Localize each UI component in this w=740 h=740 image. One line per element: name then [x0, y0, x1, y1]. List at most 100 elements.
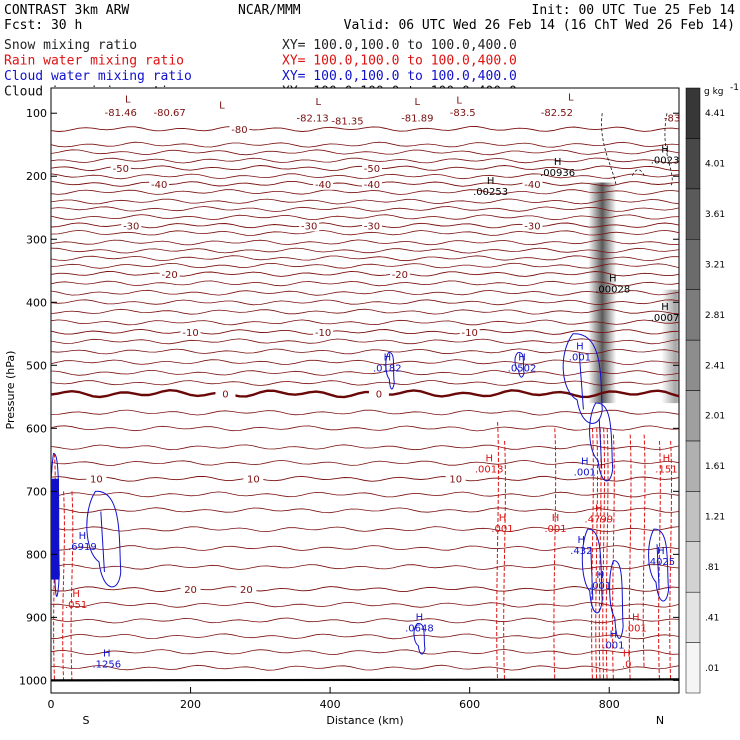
colorbar-tick-label: 1.61: [705, 462, 725, 472]
cloud-water-dense-core: [51, 478, 59, 580]
low-marker: L: [415, 97, 421, 108]
temperature-isotherm: [51, 459, 679, 466]
maximum-marker: H: [416, 613, 424, 624]
colorbar-tick-label: 1.21: [705, 513, 725, 523]
low-marker: L: [125, 94, 131, 105]
contour-label-background: [299, 220, 320, 232]
colorbar-segment: [685, 239, 701, 290]
temperature-isotherm: [51, 338, 679, 345]
ground-line: [51, 678, 679, 682]
maximum-marker: H: [384, 352, 392, 363]
y-tick-label: 900: [26, 611, 47, 624]
maximum-marker: H: [661, 302, 669, 313]
temperature-contour-label: 10: [90, 475, 103, 486]
x-axis-label: Distance (km): [326, 714, 403, 727]
colorbar-tick-label: 2.41: [705, 361, 725, 371]
cloud-water-inner-contour: [656, 544, 660, 590]
maximum-value-label: .0: [622, 660, 632, 671]
x-tick-label: 200: [180, 698, 201, 711]
temperature-minimum-label: -83: [664, 113, 680, 124]
legend-entry-name: Rain water mixing ratio: [4, 54, 184, 69]
y-tick-label: 300: [26, 233, 47, 246]
maximum-value-label: .001: [625, 624, 647, 635]
contour-label-background: [368, 388, 389, 400]
temperature-minimum-label: -82.52: [541, 108, 573, 119]
contour-label-background: [236, 584, 257, 596]
cloud-ice-contour: [664, 113, 673, 186]
maximum-value-label: .0013: [475, 464, 504, 475]
temperature-minimum-label: -83.5: [450, 108, 476, 119]
south-label: S: [83, 714, 90, 727]
colorbar-tick-label: 4.41: [705, 109, 725, 119]
maximum-marker: H: [596, 570, 604, 581]
temperature-isotherm: [51, 491, 679, 498]
maximum-value-label: .0182: [373, 363, 402, 374]
valid-time: Valid: 06 UTC Wed 26 Feb 14 (16 ChT Wed …: [344, 18, 735, 33]
temperature-isotherm: [51, 359, 679, 366]
low-marker: L: [456, 96, 462, 107]
temperature-contour-label: -50: [364, 164, 380, 175]
temperature-isotherm: [51, 601, 679, 608]
temperature-isotherm: [51, 664, 679, 671]
maximum-value-label: .151: [655, 464, 677, 475]
temperature-isotherm: [51, 198, 679, 205]
temperature-minimum-label: -81.35: [331, 116, 363, 127]
contour-label-background: [313, 326, 334, 338]
x-tick-label: 0: [48, 698, 55, 711]
temperature-isotherm: [51, 280, 679, 287]
colorbar-tick-label: 4.01: [705, 160, 725, 170]
rain-water-contour: [658, 440, 661, 681]
model-title: CONTRAST 3km ARW: [4, 3, 129, 18]
temperature-contour-label: 0: [376, 390, 382, 401]
temperature-isotherm: [51, 149, 679, 156]
rain-water-contour: [595, 428, 599, 681]
rain-water-contour: [553, 428, 557, 681]
rain-water-contour: [669, 440, 672, 681]
maximum-value-label: .0023: [651, 155, 680, 166]
y-tick-label: 600: [26, 422, 47, 435]
temperature-contour: [51, 126, 679, 132]
institution-label: NCAR/MMM: [238, 3, 301, 18]
legend-entry-xy: XY= 100.0,100.0 to 100.0,400.0: [282, 54, 517, 69]
maximum-marker: H: [661, 144, 669, 155]
maximum-marker: H: [623, 649, 631, 660]
rain-water-contour: [70, 491, 74, 681]
colorbar-segment: [685, 541, 701, 593]
maximum-value-label: .001: [544, 524, 566, 535]
temperature-isotherm: [51, 409, 679, 416]
maximum-marker: H: [552, 513, 560, 524]
temperature-isotherm: [51, 348, 679, 355]
contour-label-background: [159, 268, 180, 280]
temperature-contour-label: -30: [524, 221, 540, 232]
y-tick-label: 400: [26, 296, 47, 309]
contour-label-background: [243, 473, 264, 485]
low-marker: L: [568, 92, 574, 103]
colorbar-tick-label: .81: [705, 563, 719, 573]
colorbar-segment: [685, 289, 701, 341]
maximum-value-label: .00253: [473, 187, 508, 198]
cloud-water-contour: [589, 402, 614, 482]
cloud-water-contour: [86, 490, 122, 588]
plot-area: [51, 113, 679, 682]
maximum-marker: H: [657, 546, 665, 557]
temperature-isotherm: [51, 239, 679, 246]
temperature-isotherm: [51, 206, 679, 212]
colorbar: .01 .41 .81 1.21 1.61 2.01 2.41 2.81 3.21 3.61 4.0…: [685, 83, 739, 694]
forecast-hour: Fcst: 30 h: [4, 18, 82, 33]
legend-entry-xy: XY= 100.0,100.0 to 100.0,400.0: [282, 38, 517, 53]
y-tick-label: 100: [26, 107, 47, 120]
x-tick-label: 600: [459, 698, 480, 711]
maximum-marker: H: [485, 453, 493, 464]
temperature-isotherm: [51, 189, 679, 195]
cloud-ice-contour: [601, 113, 645, 186]
cloud-water-contour: [648, 528, 670, 602]
temperature-isotherm: [51, 141, 679, 148]
colorbar-segment: [685, 491, 701, 543]
colorbar-segment: [685, 642, 701, 694]
temperature-isotherm: [51, 289, 679, 296]
colorbar-segment: [685, 87, 701, 139]
temperature-isotherm: [51, 308, 679, 315]
colorbar-unit: g kg: [704, 87, 724, 97]
maximum-value-label: .001: [491, 524, 513, 535]
temperature-contour: [51, 475, 679, 482]
